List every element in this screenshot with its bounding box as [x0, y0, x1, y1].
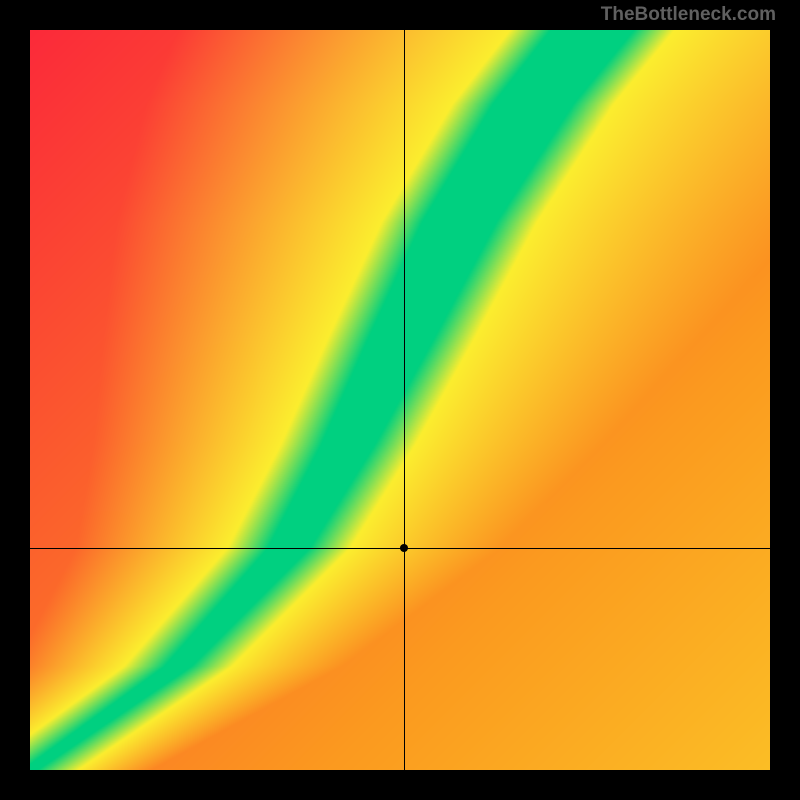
- crosshair-point: [400, 544, 408, 552]
- watermark-text: TheBottleneck.com: [601, 4, 776, 26]
- bottleneck-heatmap: [30, 30, 770, 770]
- heatmap-canvas: [30, 30, 770, 770]
- crosshair-vertical: [404, 30, 405, 770]
